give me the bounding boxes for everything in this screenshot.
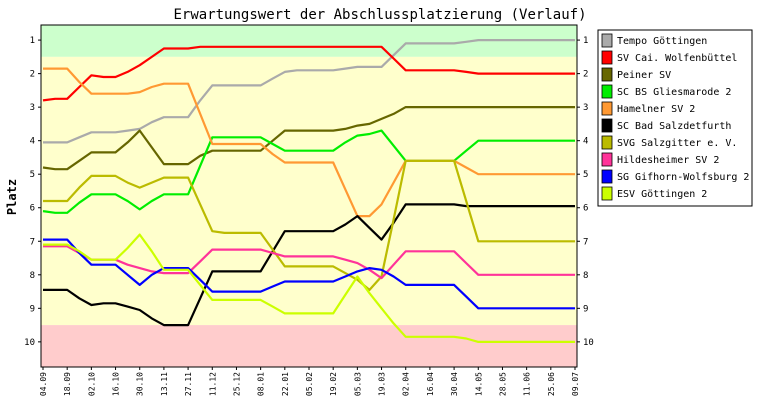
x-tick-label: 30.04 (450, 372, 459, 396)
y-tick-label-right: 6 (583, 204, 588, 214)
series-lines (42, 38, 575, 343)
series-line-4 (43, 67, 575, 218)
y-tick-label-right: 4 (583, 137, 588, 147)
x-tick-label: 11.06 (523, 372, 532, 396)
x-tick-label: 05.03 (353, 372, 362, 396)
y-tick-label-right: 9 (583, 304, 588, 314)
series-line-0 (43, 38, 575, 144)
legend: Tempo Göttingen SV Cai. Wolfenbüttel Peine… (597, 29, 753, 207)
series-line-9 (43, 233, 575, 343)
legend-label: Peiner SV (617, 70, 671, 81)
legend-label: Hildesheimer SV 2 (617, 155, 719, 166)
chart-title: Erwartungswert der Abschlussplatzierung … (173, 7, 586, 23)
series-line-1 (42, 45, 575, 102)
series-line-6 (43, 159, 575, 291)
x-tick-label: 14.05 (474, 372, 483, 396)
y-tick-label-right: 8 (583, 271, 588, 281)
x-tick-label: 18.09 (63, 372, 72, 396)
x-tick-label: 08.01 (257, 372, 266, 396)
x-tick-label: 19.03 (378, 372, 387, 396)
legend-swatch (601, 169, 613, 184)
legend-swatch (601, 84, 613, 99)
x-tick-label: 25.06 (547, 372, 556, 396)
y-tick-label-left: 5 (30, 170, 35, 180)
y-tick-label-right: 10 (583, 338, 594, 348)
y-tick-label-right: 5 (583, 170, 588, 180)
legend-label: ESV Göttingen 2 (617, 189, 707, 200)
legend-swatch (601, 50, 613, 65)
y-tick-label-left: 8 (30, 271, 35, 281)
legend-swatch (601, 186, 613, 201)
x-tick-label: 02.10 (87, 372, 96, 396)
y-tick-label-left: 1 (30, 36, 35, 46)
legend-label: SC Bad Salzdetfurth (617, 121, 731, 132)
legend-label: Hamelner SV 2 (617, 104, 695, 115)
y-tick-label-left: 3 (30, 103, 35, 113)
legend-swatch (601, 67, 613, 82)
series-line-3 (42, 129, 575, 214)
legend-label: SV Cai. Wolfenbüttel (617, 53, 737, 64)
legend-label: SVG Salzgitter e. V. (617, 138, 737, 149)
y-tick-label-right: 1 (583, 36, 588, 46)
series-line-8 (43, 238, 575, 310)
x-tick-label: 11.12 (208, 372, 217, 396)
x-tick-label: 16.04 (426, 372, 435, 396)
series-line-7 (43, 245, 575, 280)
background-zone-2 (41, 325, 577, 367)
x-tick-label: 25.12 (232, 372, 241, 396)
series-line-5 (43, 203, 575, 327)
y-tick-label-left: 6 (30, 204, 35, 214)
legend-swatch (601, 135, 613, 150)
y-tick-label-left: 4 (30, 137, 35, 147)
background-zone-1 (41, 56, 577, 326)
x-tick-label: 04.09 (39, 372, 48, 396)
y-tick-label-left: 10 (24, 338, 35, 348)
x-tick-label: 16.10 (112, 372, 121, 396)
y-tick-label-right: 3 (583, 103, 588, 113)
y-axis-title: Platz (5, 179, 19, 215)
legend-swatch (601, 33, 613, 48)
axes: 1 1 2 2 3 3 4 4 5 5 6 6 7 7 8 8 9 9 10 10 04.09 18.09 02.10 16.… (24, 24, 594, 396)
x-tick-label: 22.01 (281, 372, 290, 396)
x-tick-label: 30.10 (136, 372, 145, 396)
legend-box (597, 29, 753, 207)
x-tick-label: 13.11 (160, 372, 169, 396)
x-tick-label: 27.11 (184, 372, 193, 396)
x-tick-label: 28.05 (498, 372, 507, 396)
legend-label: Tempo Göttingen (617, 36, 707, 47)
series-line-2 (42, 105, 575, 171)
background-zones (41, 25, 577, 367)
legend-label: SG Gifhorn-Wolfsburg 2 (617, 172, 749, 183)
x-tick-label: 05.02 (305, 372, 314, 396)
y-tick-label-right: 2 (583, 70, 588, 80)
y-tick-label-left: 7 (30, 237, 35, 247)
y-tick-label-right: 7 (583, 237, 588, 247)
legend-swatch (601, 152, 613, 167)
x-tick-label: 19.02 (329, 372, 338, 396)
y-tick-label-left: 2 (30, 70, 35, 80)
legend-swatch (601, 101, 613, 116)
legend-swatch (601, 118, 613, 133)
y-tick-label-left: 9 (30, 304, 35, 314)
x-tick-label: 02.04 (402, 372, 411, 396)
x-tick-label: 09.07 (571, 372, 580, 396)
legend-label: SC BS Gliesmarode 2 (617, 87, 731, 98)
